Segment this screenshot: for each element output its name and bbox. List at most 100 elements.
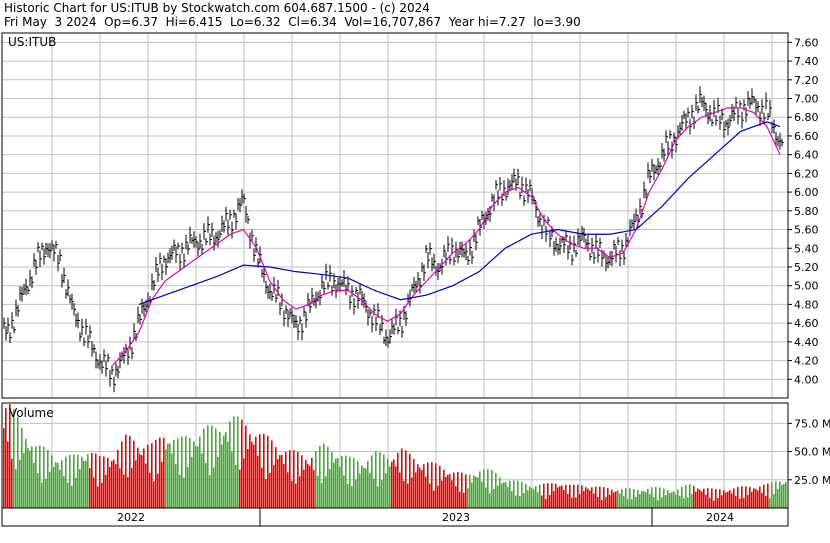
volume-bar-up (691, 494, 693, 508)
x-axis-year-label: 2023 (442, 511, 470, 524)
volume-bar-down (307, 464, 309, 508)
volume-bar-down (311, 457, 313, 508)
volume-bar-up (321, 482, 323, 508)
volume-bar-down (711, 488, 713, 508)
volume-bar-up (769, 498, 771, 508)
volume-bar-down (101, 482, 103, 508)
volume-bar-down (303, 469, 305, 508)
volume-bar-down (293, 450, 295, 508)
short-moving-average-line (112, 107, 781, 366)
volume-bar-up (335, 458, 337, 508)
volume-bar-up (651, 487, 653, 508)
volume-bar-down (547, 483, 549, 508)
volume-bar-down (273, 465, 275, 508)
volume-bar-up (319, 445, 321, 508)
volume-bar-down (593, 493, 595, 508)
volume-bar-down (119, 468, 121, 508)
volume-bar-up (661, 497, 663, 508)
volume-bar-up (635, 496, 637, 508)
volume-bar-down (255, 436, 257, 508)
volume-bar-up (337, 458, 339, 508)
volume-bar-down (241, 419, 243, 508)
volume-bar-down (409, 453, 411, 508)
volume-bar-up (679, 496, 681, 508)
volume-bar-down (163, 437, 165, 508)
volume-bar-down (585, 487, 587, 508)
volume-bar-down (559, 486, 561, 508)
volume-bar-up (667, 490, 669, 508)
volume-bar-down (759, 486, 761, 508)
volume-bar-up (371, 455, 373, 508)
volume-bar-down (145, 463, 147, 508)
volume-bar-up (317, 475, 319, 508)
volume-bar-up (689, 484, 691, 508)
volume-bar-up (673, 491, 675, 508)
volume-bar-down (397, 452, 399, 508)
volume-bar-down (419, 467, 421, 508)
volume-bar-down (137, 447, 139, 508)
volume-bar-down (433, 490, 435, 508)
volume-bar-down (613, 492, 615, 508)
volume-bar-up (625, 488, 627, 508)
volume-bar-down (465, 474, 467, 508)
volume-bar-down (121, 441, 123, 508)
volume-bar-down (723, 490, 725, 508)
volume-bar-down (695, 491, 697, 508)
volume-bar-up (773, 493, 775, 508)
price-tick-label: 5.20 (794, 261, 819, 274)
volume-bar-up (499, 477, 501, 508)
volume-bar-down (245, 425, 247, 508)
volume-bar-up (533, 489, 535, 508)
volume-bar-up (363, 467, 365, 508)
volume-bar-up (517, 480, 519, 508)
volume-bar-up (221, 444, 223, 508)
price-tick-label: 5.00 (794, 280, 819, 293)
volume-bar-down (755, 488, 757, 508)
volume-bar-down (115, 464, 117, 508)
volume-bar-down (457, 471, 459, 508)
volume-bar-up (53, 466, 55, 508)
volume-bar-down (403, 481, 405, 508)
volume-bar-down (765, 495, 767, 508)
volume-bar-up (191, 456, 193, 508)
volume-bar-down (399, 472, 401, 508)
volume-bar-up (193, 441, 195, 508)
volume-bar-up (171, 453, 173, 508)
price-tick-label: 5.40 (794, 242, 819, 255)
volume-bar-down (275, 447, 277, 508)
volume-bar-down (609, 494, 611, 508)
volume-bar-up (377, 486, 379, 508)
volume-bar-up (653, 497, 655, 508)
volume-bar-down (583, 490, 585, 508)
volume-bar-down (431, 462, 433, 508)
volume-bar-down (133, 440, 135, 508)
volume-bar-down (455, 486, 457, 508)
volume-bar-down (407, 483, 409, 508)
volume-bar-up (223, 435, 225, 508)
volume-bar-up (323, 443, 325, 508)
volume-bar-down (427, 462, 429, 508)
volume-bar-down (5, 408, 7, 508)
chart-header-title: Historic Chart for US:ITUB by Stockwatch… (4, 1, 430, 15)
volume-bar-up (529, 486, 531, 508)
volume-bar-up (497, 485, 499, 508)
volume-bar-up (233, 416, 235, 508)
volume-bar-down (705, 494, 707, 508)
volume-bar-down (269, 472, 271, 508)
volume-bar-up (785, 482, 787, 508)
volume-bar-down (743, 498, 745, 508)
volume-bar-up (203, 428, 205, 508)
volume-bar-down (741, 486, 743, 508)
volume-bar-up (331, 452, 333, 508)
volume-bar-down (287, 472, 289, 508)
volume-bar-down (405, 450, 407, 508)
volume-bar-down (277, 459, 279, 508)
symbol-label: US:ITUB (8, 35, 56, 49)
volume-bar-up (197, 446, 199, 508)
volume-bar-up (367, 461, 369, 508)
volume-bar-up (341, 455, 343, 508)
volume-bar-up (195, 446, 197, 508)
volume-bar-down (595, 486, 597, 508)
volume-bar-up (83, 460, 85, 508)
price-tick-label: 6.40 (794, 149, 819, 162)
